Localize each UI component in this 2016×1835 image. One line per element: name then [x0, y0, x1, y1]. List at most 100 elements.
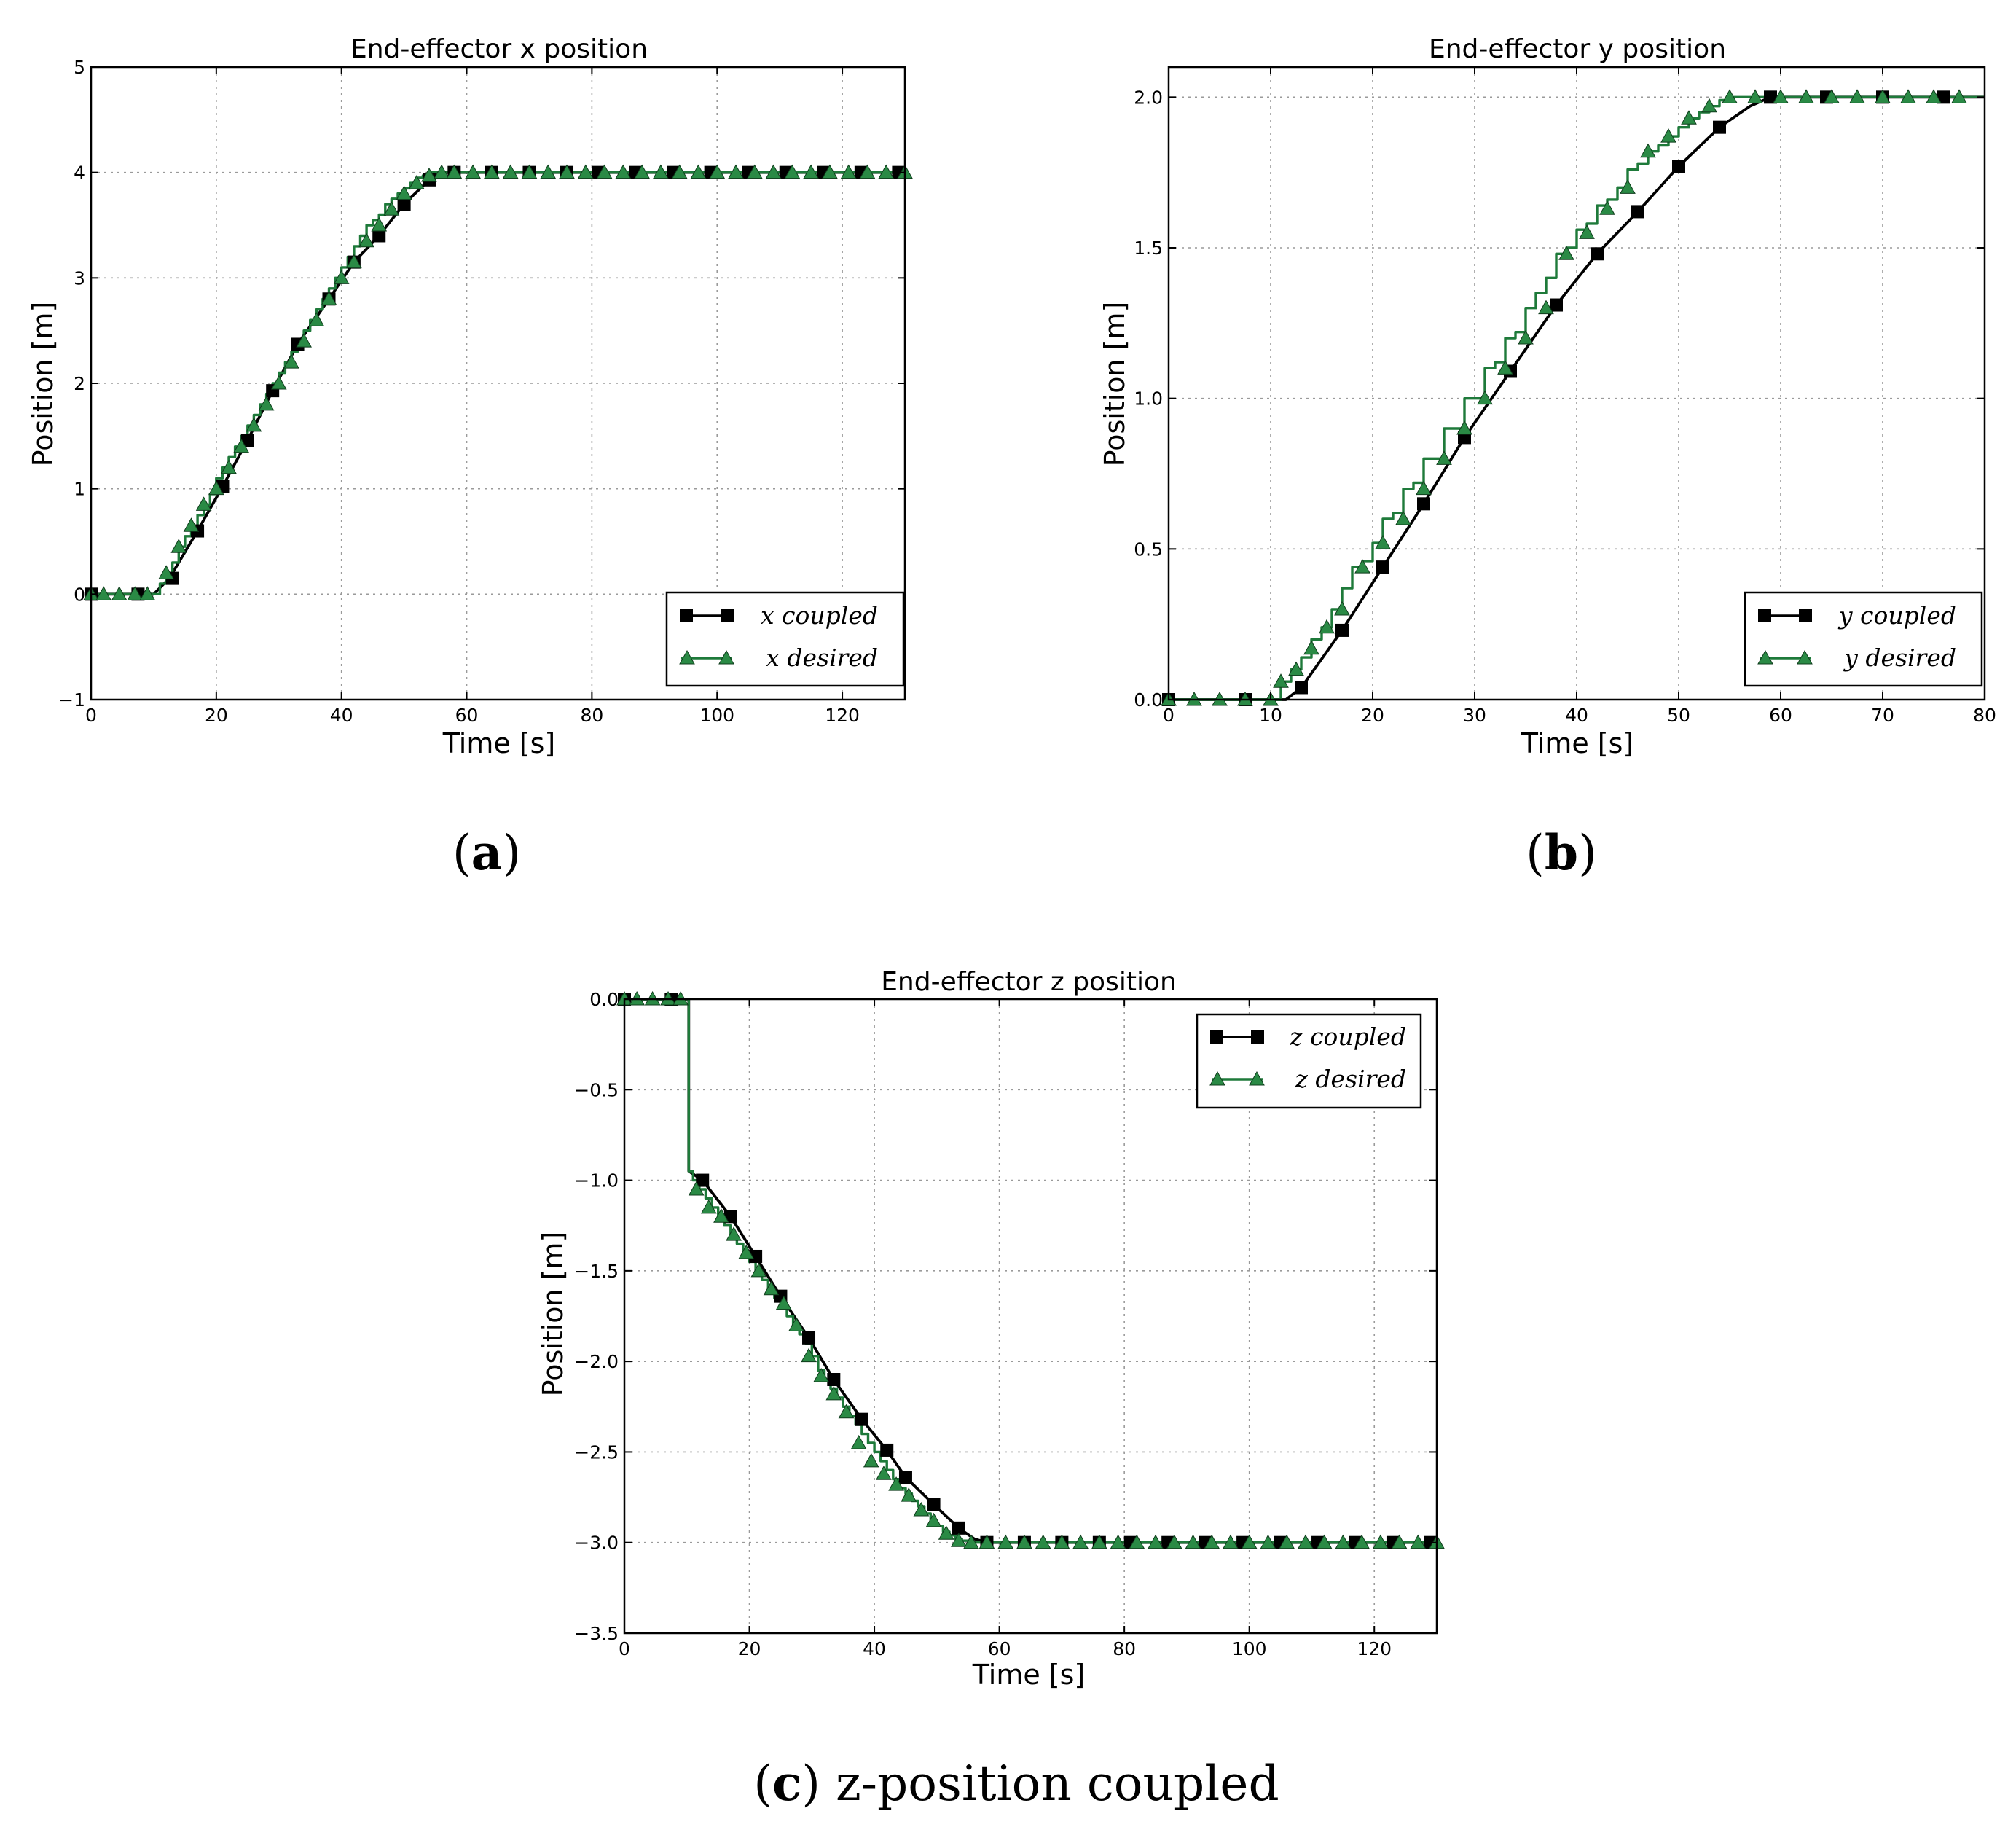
panel-c-desired-point: [726, 1226, 742, 1241]
panel-c-xtick-label: 80: [1113, 1638, 1136, 1659]
panel-b-desired-point: [1722, 89, 1738, 103]
panel-b-desired-point: [1303, 640, 1319, 655]
panel-c-desired-point: [1054, 1534, 1070, 1549]
panel-b-legend-desired-marker: [1757, 649, 1773, 665]
panel-c-desired-point: [788, 1317, 804, 1331]
panel-c-coupled-point: [855, 1412, 868, 1426]
panel-c-desired-point: [1354, 1534, 1370, 1549]
panel-a-ytick-label: −1: [58, 689, 85, 711]
panel-c-desired-point: [901, 1487, 917, 1502]
panel-b-plot: 0 10 20 30 40 50 60 70 80 0.0 0.5 1.0 1.5 2.0: [1134, 66, 1996, 726]
panel-a-desired-point: [728, 164, 744, 179]
panel-c-legend-box: [1196, 1013, 1422, 1109]
panel-a-desired-point: [540, 164, 557, 179]
panel-a-desired-point: [577, 164, 594, 179]
panel-c-legend-coupled-marker: [1251, 1030, 1264, 1044]
panel-b-desired-point: [1620, 179, 1636, 194]
panel-c-desired-point: [775, 1295, 792, 1310]
panel-a-desired-point: [434, 164, 450, 179]
panel-b-desired-point: [1497, 360, 1513, 375]
panel-b-desired-point: [1660, 128, 1676, 143]
panel-a-desired-point: [111, 586, 128, 600]
panel-a-desired-point: [446, 164, 463, 179]
panel-a-desired-point: [746, 164, 763, 179]
panel-a-desired-point: [822, 164, 838, 179]
panel-b-xtick-label: 20: [1361, 705, 1384, 726]
panel-c-xtick-label: 60: [988, 1638, 1011, 1659]
panel-a-desired-point: [484, 164, 500, 179]
panel-c-desired-point: [801, 1347, 817, 1363]
panel-b-desired-point: [1900, 89, 1916, 103]
panel-a-xtick-label: 20: [205, 705, 228, 726]
panel-a-desired-point: [308, 312, 325, 326]
panel-a-xtick-label: 40: [330, 705, 353, 726]
panel-b-xtick-label: 60: [1769, 705, 1792, 726]
panel-b-desired-point: [1640, 143, 1656, 158]
panel-c-xtick-label: 0: [619, 1638, 630, 1659]
panel-c-desired-point: [825, 1385, 842, 1401]
panel-a-ytick-label: 3: [74, 267, 85, 289]
panel-b-coupled-point: [1937, 90, 1950, 104]
panel-b-desired-point: [1824, 89, 1840, 103]
panel-c-legend: z coupled z desired: [1196, 1013, 1422, 1109]
panel-b-ytick-label: 1.0: [1134, 388, 1163, 410]
panel-a-desired-point: [283, 354, 299, 369]
panel-a-legend-coupled-marker: [721, 609, 734, 622]
panel-a-desired-point: [615, 164, 632, 179]
panel-c-desired-point: [763, 1280, 780, 1296]
panel-a-desired-point: [690, 164, 707, 179]
panel-c-desired-point: [1410, 1534, 1427, 1549]
panel-c-coupled-point: [880, 1443, 894, 1457]
panel-c-desired-point: [876, 1466, 892, 1480]
panel-b-coupled-point: [1335, 623, 1349, 637]
panel-a-ytick-label: 4: [74, 163, 85, 184]
panel-c-desired-point: [1298, 1534, 1314, 1549]
panel-c-desired-point: [1129, 1534, 1145, 1549]
panel-a-desired-point: [321, 291, 337, 305]
panel-c-desired-point: [1241, 1534, 1258, 1549]
panel-a-coupled-point: [372, 229, 386, 243]
panel-c-ytick-label: −3.5: [574, 1623, 619, 1644]
panel-c-xlabel: Time [s]: [972, 1659, 1086, 1691]
panel-b-coupled-point: [1550, 298, 1563, 312]
panel-b-caption: (b): [1526, 824, 1597, 881]
panel-b-desired-point: [1518, 329, 1534, 345]
panel-c-legend-desired-label: z desired: [1295, 1065, 1406, 1093]
panel-c-desired-point: [863, 1452, 879, 1468]
panel-a-legend-coupled-marker: [680, 609, 693, 622]
panel-c-ytick-label: −2.5: [574, 1441, 619, 1463]
panel-b-legend-desired-marker: [1797, 649, 1813, 665]
panel-b-desired-point: [1773, 89, 1789, 103]
panel-b-desired-point: [1599, 200, 1615, 215]
panel-a-desired-point: [296, 333, 312, 348]
panel-a-desired-point: [246, 417, 262, 432]
panel-c-coupled-point: [952, 1521, 965, 1535]
panel-a-desired-point: [878, 164, 895, 179]
panel-c-desired-point: [1372, 1534, 1389, 1549]
panel-b-ytick-label: 0.0: [1134, 689, 1163, 711]
panel-a-desired-point: [803, 164, 819, 179]
panel-c-legend-coupled-label: z coupled: [1289, 1022, 1406, 1051]
panel-a-desired-point: [139, 586, 156, 600]
panel-b-legend: y coupled y desired: [1744, 591, 1983, 687]
panel-b-xtick-label: 10: [1259, 705, 1282, 726]
panel-b-legend-coupled-marker: [1799, 609, 1812, 622]
panel-c-desired-point: [925, 1512, 942, 1527]
panel-c-desired-point: [1110, 1534, 1126, 1549]
panel-b-xlabel: Time [s]: [1521, 727, 1634, 759]
panel-c-desired-point: [1391, 1534, 1408, 1549]
panel-c-xtick-label: 40: [863, 1638, 886, 1659]
panel-a-caption-label: a: [471, 824, 503, 881]
panel-c-desired-point: [850, 1434, 867, 1449]
panel-b-desired-point: [1436, 450, 1452, 465]
panel-a-desired-point: [671, 164, 688, 179]
panel-b-desired-point: [1849, 89, 1865, 103]
panel-b-desired-point: [1875, 89, 1891, 103]
panel-a-xtick-label: 100: [699, 705, 734, 726]
panel-b-desired-point: [1375, 535, 1391, 549]
panel-b-xtick-label: 30: [1463, 705, 1486, 726]
panel-b-desired-point: [1701, 98, 1717, 113]
panel-a-desired-point: [383, 201, 400, 216]
